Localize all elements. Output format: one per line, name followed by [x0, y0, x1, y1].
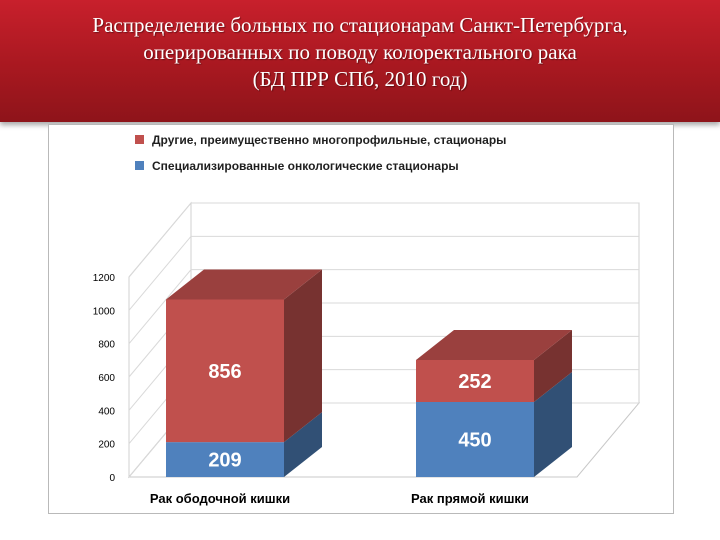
title-banner: Распределение больных по стационарам Сан… [0, 0, 720, 122]
data-label: 209 [208, 450, 241, 472]
legend-label: Специализированные онкологические стацио… [152, 159, 459, 173]
x-tick-label: Рак прямой кишки [411, 491, 529, 506]
data-label: 450 [458, 430, 491, 452]
data-label: 252 [458, 371, 491, 393]
bar-top [166, 269, 322, 300]
gridline [128, 202, 639, 278]
gridline [128, 235, 639, 311]
bar-top [416, 330, 572, 360]
bar-front [416, 402, 534, 477]
slide-title: Распределение больных по стационарам Сан… [92, 13, 628, 91]
bar-front [166, 299, 284, 443]
bar-side [284, 269, 322, 443]
bar-front [166, 442, 284, 477]
chart-frame: 0 200 400 600 800 1000 1200 209 856 Рак ободочной… [48, 124, 674, 514]
bar-side [284, 412, 322, 477]
bar-side [534, 372, 572, 477]
y-tick-label: 1200 [93, 273, 116, 284]
gridline [128, 269, 639, 344]
data-label: 856 [208, 361, 241, 383]
y-tick-label: 800 [98, 340, 115, 351]
legend-swatch [135, 135, 144, 144]
y-tick-label: 1000 [93, 306, 116, 317]
y-tick-label: 400 [98, 406, 115, 417]
legend-label: Другие, преимущественно многопрофильные,… [152, 133, 506, 147]
bar-front [416, 360, 534, 402]
chart: 0 200 400 600 800 1000 1200 209 856 Рак ободочной… [93, 133, 641, 506]
x-tick-label: Рак ободочной кишки [150, 491, 290, 506]
y-tick-label: 600 [98, 373, 115, 384]
legend-swatch [135, 161, 144, 170]
y-tick-label: 0 [109, 473, 115, 484]
bar-side [534, 330, 572, 402]
y-tick-label: 200 [98, 440, 115, 451]
